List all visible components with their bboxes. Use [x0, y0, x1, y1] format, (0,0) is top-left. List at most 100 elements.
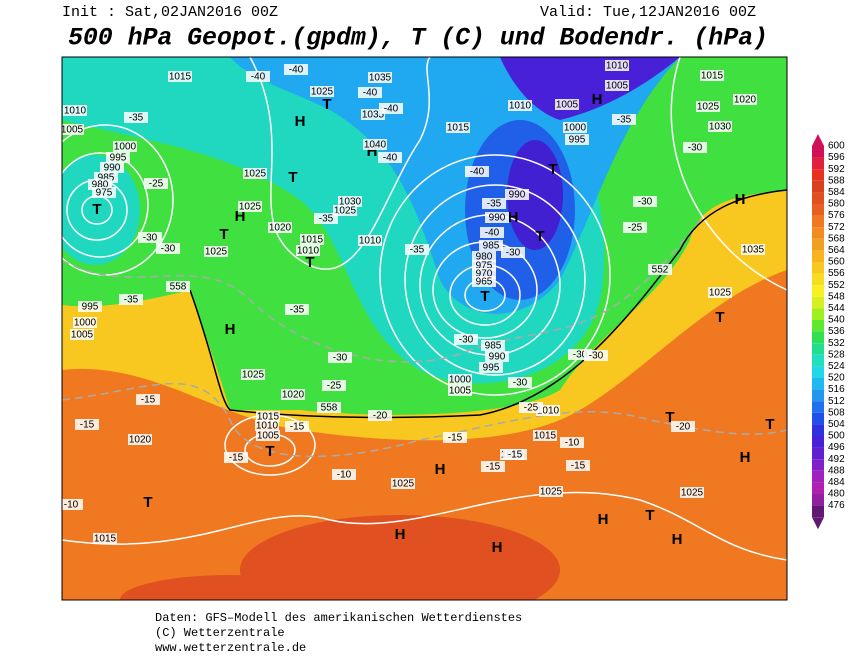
pressure-center: T — [265, 443, 274, 460]
isobar-label: 995 — [82, 302, 99, 313]
temperature-label: -10 — [565, 438, 580, 449]
colorbar-label: 568 — [828, 233, 845, 244]
label-box — [485, 212, 509, 223]
label-box — [75, 419, 99, 430]
temperature-label: -30 — [459, 335, 474, 346]
reference-lines — [189, 189, 787, 419]
label-box — [733, 94, 757, 105]
label-box — [391, 478, 415, 489]
colorbar-swatch — [812, 401, 824, 413]
temperature-label: -25 — [628, 223, 643, 234]
colorbar-label: 596 — [828, 152, 845, 163]
temperature-label: -35 — [124, 295, 139, 306]
isobar-label: 1005 — [606, 81, 629, 92]
label-box — [508, 377, 532, 388]
isobar-label: 995 — [569, 135, 586, 146]
isobar-label: 1010 — [256, 421, 279, 432]
isobar-label: 1015 — [257, 412, 280, 423]
isobar-label: 1020 — [129, 435, 152, 446]
isobar-label: 1025 — [681, 488, 704, 499]
pressure-center: T — [288, 169, 297, 186]
isobar-label: 1010 — [64, 106, 87, 117]
label-box — [255, 420, 279, 431]
label-box — [472, 260, 496, 271]
label-box — [243, 168, 267, 179]
label-box — [612, 114, 636, 125]
label-box — [166, 281, 190, 292]
colorbar-label: 484 — [828, 477, 845, 488]
isobar-label: 1005 — [257, 431, 280, 442]
map-title: 500 hPa Geopot.(gpdm), T (C) und Bodendr… — [68, 24, 768, 53]
isobar-label: 985 — [98, 173, 115, 184]
label-box — [448, 385, 472, 396]
label-box — [268, 222, 292, 233]
colorbar-label: 576 — [828, 210, 845, 221]
pressure-center: H — [225, 321, 236, 338]
label-box — [88, 179, 112, 190]
isobar-label: 1005 — [556, 100, 579, 111]
label-box — [472, 251, 496, 262]
field-warm — [120, 575, 340, 600]
temperature-label: -15 — [448, 433, 463, 444]
field-warm — [240, 515, 560, 600]
label-box — [446, 122, 470, 133]
label-box — [238, 201, 262, 212]
label-box — [93, 533, 117, 544]
colorbar-label: 600 — [828, 141, 845, 152]
isobar-label: 1005 — [71, 330, 94, 341]
temperature-label: -15 — [80, 420, 95, 431]
isobar-label: 1020 — [269, 223, 292, 234]
temperature-label: -15 — [508, 450, 523, 461]
colorbar-label: 588 — [828, 175, 845, 186]
label-box — [379, 103, 403, 114]
colorbar-swatch — [812, 331, 824, 344]
label-box — [472, 276, 496, 287]
colorbar-label: 532 — [828, 338, 845, 349]
isobar-label: 970 — [476, 269, 493, 280]
label-box — [708, 287, 732, 298]
label-box — [708, 121, 732, 132]
isobar-label: 1025 — [392, 479, 415, 490]
label-box — [633, 196, 657, 207]
colorbar-label: 528 — [828, 349, 845, 360]
colorbar-swatch — [812, 273, 824, 286]
label-box — [700, 70, 724, 81]
temperature-label: -30 — [688, 143, 703, 154]
temperature-label: -30 — [573, 350, 588, 361]
isobar-label: 1025 — [205, 247, 228, 258]
colorbar-swatch — [812, 389, 824, 402]
colorbar-swatch — [812, 146, 824, 158]
colorbar-cap — [812, 134, 824, 146]
field-purple — [500, 57, 680, 120]
label-box — [94, 172, 118, 183]
label-box — [333, 205, 357, 216]
pressure-center: T — [535, 228, 544, 245]
colorbar-swatch — [812, 250, 824, 262]
label-box — [481, 340, 505, 351]
temperature-label: -20 — [676, 422, 691, 433]
colorbar-label: 552 — [828, 280, 845, 291]
label-box — [539, 486, 563, 497]
label-box — [285, 421, 309, 432]
colorbar-swatch — [812, 378, 824, 390]
colorbar-label: 480 — [828, 489, 845, 500]
label-box — [584, 350, 608, 361]
pressure-center: H — [740, 449, 751, 466]
temperature-label: -10 — [337, 470, 352, 481]
label-box — [281, 389, 305, 400]
label-box — [560, 437, 584, 448]
isobar-label: 1015 — [301, 235, 324, 246]
label-box — [363, 139, 387, 150]
colorbar-label: 516 — [828, 384, 845, 395]
colorbar-swatch — [812, 227, 824, 239]
label-box — [100, 162, 124, 173]
isobar-label: 1025 — [334, 206, 357, 217]
pressure-center: T — [480, 288, 489, 305]
temperature-label: -30 — [506, 248, 521, 259]
isobar-label: 1000 — [74, 318, 97, 329]
pressure-center: H — [235, 208, 246, 225]
label-box — [479, 362, 503, 373]
pressure-center: T — [548, 161, 557, 178]
isobar-label: 990 — [489, 213, 506, 224]
